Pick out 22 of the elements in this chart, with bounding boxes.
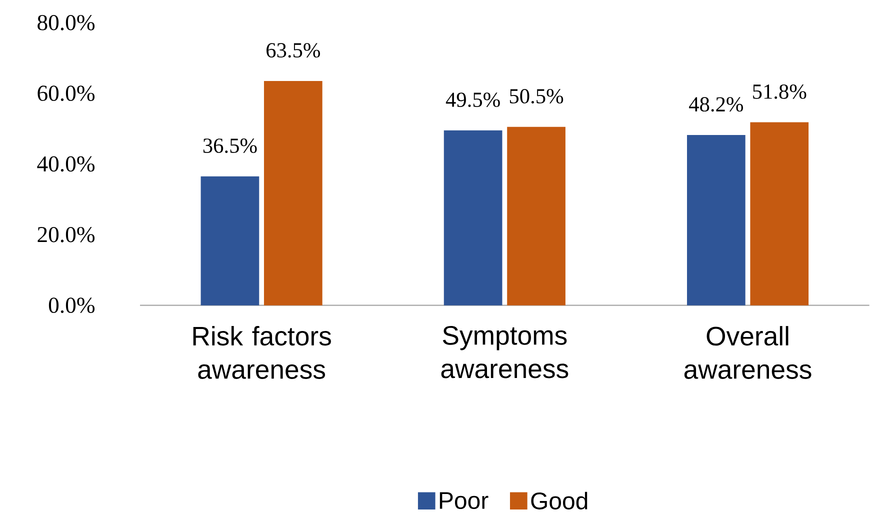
x-tick-label: Overall awareness bbox=[684, 326, 812, 379]
data-label: 50.5% bbox=[510, 89, 564, 104]
bar bbox=[200, 176, 260, 306]
bar bbox=[687, 135, 746, 306]
x-tick-label: Risk factors awareness bbox=[193, 326, 331, 379]
y-tick-label: 0.0% bbox=[48, 298, 95, 314]
x-tick-label: Symptoms awareness bbox=[441, 326, 568, 378]
y-tick-label: 20.0% bbox=[38, 226, 95, 242]
bar bbox=[264, 80, 322, 306]
y-tick-label: 80.0% bbox=[38, 14, 95, 30]
data-label: 63.5% bbox=[266, 43, 320, 58]
data-label: 49.5% bbox=[446, 92, 500, 108]
legend-label: Good bbox=[531, 492, 588, 510]
data-label: 36.5% bbox=[203, 138, 257, 153]
y-tick-label: 40.0% bbox=[37, 156, 95, 172]
legend-label: Poor bbox=[440, 492, 488, 510]
bar bbox=[507, 126, 566, 306]
bar bbox=[750, 122, 809, 306]
data-label: 51.8% bbox=[753, 84, 806, 99]
bar bbox=[444, 130, 502, 306]
data-label: 48.2% bbox=[689, 97, 743, 112]
y-tick-label: 60.0% bbox=[38, 86, 95, 102]
